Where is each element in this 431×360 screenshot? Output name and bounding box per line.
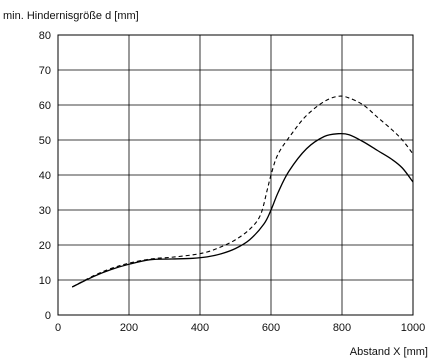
x-axis-label: Abstand X [mm]: [350, 346, 428, 358]
y-tick-label-60: 60: [39, 100, 51, 112]
x-tick-label-600: 600: [262, 322, 280, 334]
y-tick-label-0: 0: [45, 310, 51, 322]
y-tick-label-80: 80: [39, 30, 51, 42]
series-lines: [71, 95, 414, 288]
x-tick-label-400: 400: [191, 322, 209, 334]
x-tick-label-1000: 1000: [401, 322, 425, 334]
y-tick-label-70: 70: [39, 65, 51, 77]
y-tick-label-10: 10: [39, 275, 51, 287]
grid: [57, 34, 414, 316]
series-line-dashed: [71, 95, 414, 288]
y-tick-label-20: 20: [39, 240, 51, 252]
y-tick-label-50: 50: [39, 135, 51, 147]
y-axis-label: min. Hindernisgröße d [mm]: [3, 10, 139, 22]
x-tick-label-800: 800: [333, 322, 351, 334]
plot-frame: [57, 34, 414, 316]
y-tick-label-30: 30: [39, 205, 51, 217]
x-tick-label-0: 0: [55, 322, 61, 334]
y-tick-label-40: 40: [39, 170, 51, 182]
series-line-solid: [71, 132, 414, 288]
x-tick-label-200: 200: [120, 322, 138, 334]
